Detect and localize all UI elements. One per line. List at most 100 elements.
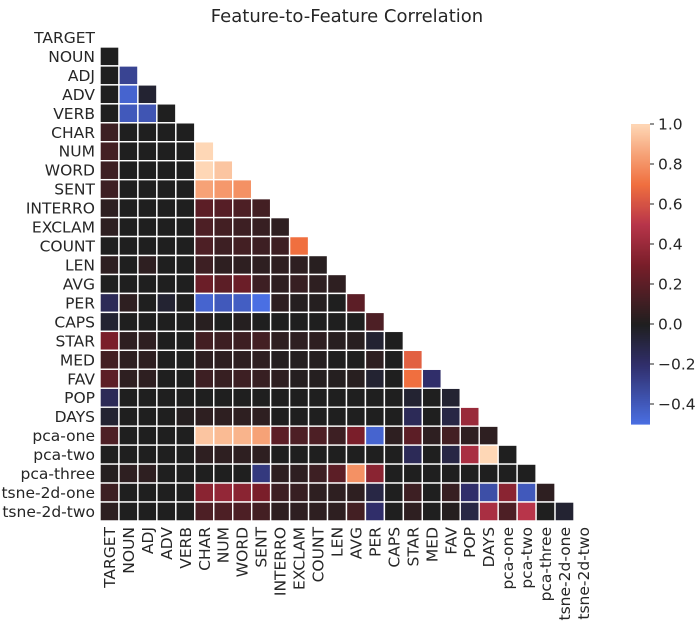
heatmap-cell [402,349,424,370]
heatmap-cell [137,292,158,314]
heatmap-cell [383,463,405,484]
colorbar-segment [631,236,650,239]
colorbar-segment [631,404,650,407]
colorbar-segment [631,400,650,403]
heatmap-cell [137,160,158,181]
colorbar-segment [631,208,650,211]
heatmap-cell [440,387,461,408]
colorbar-segment [631,220,650,223]
row-label: CHAR [51,124,95,142]
heatmap-cell [175,501,196,522]
heatmap-cell [516,482,537,503]
row-label: pca-one [32,427,95,445]
heatmap-cell [478,463,499,484]
colorbar-tick-label: 0.4 [658,236,683,254]
heatmap-cell [175,368,196,389]
heatmap-cell [118,425,139,446]
colorbar-segment [631,394,650,397]
colorbar-segment [631,382,650,385]
heatmap-cell [478,501,499,522]
heatmap-cell [269,463,291,484]
heatmap-cell [307,311,329,333]
heatmap-cell [194,160,215,181]
colorbar-segment [631,320,650,323]
heatmap-cell [118,235,139,257]
row-label: tsne-2d-two [2,503,95,521]
heatmap-cell [118,292,139,314]
heatmap-cell [156,425,177,446]
heatmap-cell [307,349,329,370]
heatmap-cell [156,406,177,427]
colorbar-segment [631,262,650,265]
heatmap-cell [497,501,518,522]
heatmap-cell [326,292,348,314]
heatmap-cell [402,425,424,446]
colorbar-segment [631,258,650,261]
heatmap-cell [345,444,367,465]
heatmap-cell [232,501,253,522]
colorbar-segment [631,416,650,419]
heatmap-cell [194,292,215,314]
colorbar-segment [631,324,650,327]
colorbar-segment [631,250,650,253]
heatmap-cell [421,463,442,484]
colorbar-segment [631,206,650,209]
colorbar-segment [631,418,650,421]
colorbar-segment [631,176,650,179]
heatmap-cell [137,103,158,124]
colorbar-segment [631,304,650,307]
heatmap-cell [99,254,120,276]
heatmap-cell [137,141,158,162]
row-label: WORD [45,162,95,180]
heatmap-cell [118,160,139,181]
heatmap-cell [250,273,272,295]
colorbar-segment [631,288,650,291]
heatmap-cell [250,235,272,257]
heatmap-cell [383,444,405,465]
column-label: INTERRO [272,527,290,596]
heatmap-cell [99,463,120,484]
colorbar-segment [631,200,650,203]
heatmap-cell [459,425,480,446]
heatmap-cell [175,425,196,446]
heatmap-cell [421,387,442,408]
colorbar-segment [631,124,650,127]
heatmap-cell [213,197,234,219]
heatmap-cell [156,444,177,465]
colorbar-segment [631,136,650,139]
heatmap-cell [137,425,158,446]
heatmap-cell [459,482,480,503]
heatmap-cell [213,387,234,408]
heatmap-cell [118,65,139,86]
colorbar-segment [631,234,650,237]
heatmap-cell [440,444,461,465]
colorbar-segment [631,144,650,147]
heatmap-cell [175,349,196,370]
column-label: PER [366,527,384,557]
heatmap-cell [137,178,158,200]
heatmap-cell [478,425,499,446]
colorbar-segment [631,300,650,303]
row-label: ADV [62,86,95,104]
heatmap-cell [175,141,196,162]
heatmap-cell [345,501,367,522]
row-labels: TARGETNOUNADJADVVERBCHARNUMWORDSENTINTER… [1,29,95,521]
column-label: VERB [177,527,195,569]
heatmap-cell [232,178,253,200]
row-label: NOUN [48,48,95,66]
heatmap-cell [383,425,405,446]
colorbar-segment [631,276,650,279]
colorbar-segment [631,342,650,345]
colorbar-segment [631,186,650,189]
colorbar-tick-label: 0.0 [658,316,683,334]
heatmap-cell [118,501,139,522]
heatmap-cell [269,501,291,522]
heatmap-cell [137,368,158,389]
colorbar-segment [631,256,650,259]
heatmap-cell [175,444,196,465]
heatmap-cell [232,311,253,333]
colorbar-segment [631,402,650,405]
heatmap-cell [345,292,367,314]
row-label: DAYS [55,408,95,426]
